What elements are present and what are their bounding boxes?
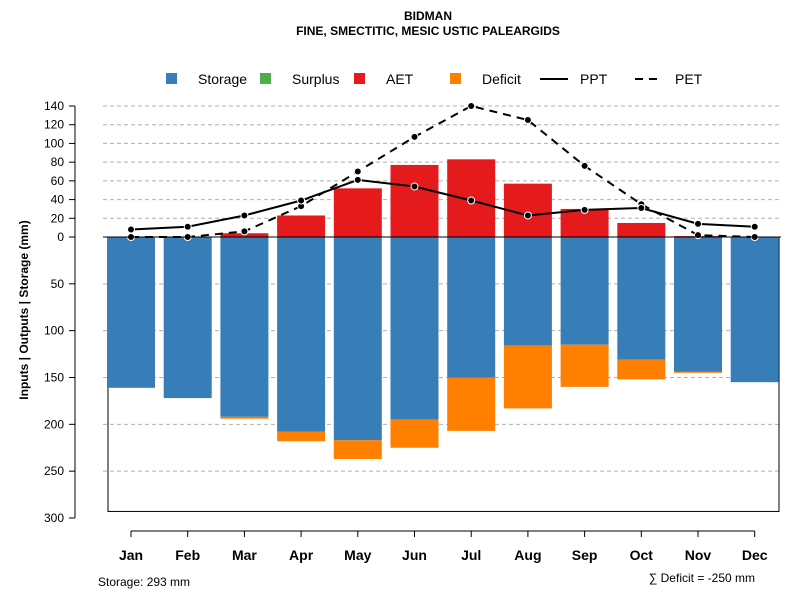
deficit-bar-Nov xyxy=(674,371,722,373)
storage-bar-Apr xyxy=(277,237,326,432)
axes: 0 20 40 60 80 100 120 140 50 100 150 200 250 300 Jan Fe… xyxy=(44,99,781,563)
deficit-bar-Jul xyxy=(447,377,496,431)
deficit-footer: ∑ Deficit = -250 mm xyxy=(649,571,755,585)
storage-footer: Storage: 293 mm xyxy=(98,575,190,589)
storage-bar-Jun xyxy=(390,237,439,420)
y-tick-label-upper-0: 0 xyxy=(57,230,64,244)
y-tick-label-lower-200: 200 xyxy=(44,417,64,431)
ppt-point-Mar xyxy=(240,211,249,220)
storage-bar-Aug xyxy=(503,237,552,346)
ppt-point-Aug xyxy=(523,211,532,220)
pet-point-Jun xyxy=(410,132,419,141)
legend-label-ppt: PPT xyxy=(580,71,608,87)
x-tick-label-Dec: Dec xyxy=(742,547,768,563)
ppt-point-Nov xyxy=(694,219,702,228)
x-tick-label-Nov: Nov xyxy=(685,547,712,563)
legend-label-aet: AET xyxy=(386,71,414,87)
x-tick-label-Apr: Apr xyxy=(289,547,314,563)
y-tick-label-lower-300: 300 xyxy=(44,511,64,525)
chart-title: BIDMAN xyxy=(404,9,452,23)
aet-bar-Apr xyxy=(277,215,326,237)
storage-bar-Mar xyxy=(220,237,269,417)
deficit-bar-Apr xyxy=(277,431,326,442)
deficit-bar-Oct xyxy=(617,359,666,380)
y-tick-label-upper-60: 60 xyxy=(51,174,65,188)
deficit-bar-May xyxy=(333,440,382,459)
legend-key-storage xyxy=(166,73,177,84)
pet-point-May xyxy=(353,167,362,176)
x-tick-label-Jan: Jan xyxy=(119,547,143,563)
aet-bar-May xyxy=(333,188,382,237)
storage-bar-Dec xyxy=(730,237,779,383)
y-axis-label: Inputs | Outputs | Storage (mm) xyxy=(17,220,31,399)
ppt-point-Jul xyxy=(467,196,476,205)
grid-lines xyxy=(103,105,781,472)
y-tick-label-lower-150: 150 xyxy=(44,371,64,385)
y-tick-label-upper-120: 120 xyxy=(44,118,64,132)
ppt-point-Jan xyxy=(127,225,135,234)
x-tick-label-Aug: Aug xyxy=(514,547,541,563)
storage-bar-Sep xyxy=(560,237,609,345)
pet-point-Nov xyxy=(694,231,702,240)
pet-point-Sep xyxy=(580,161,589,170)
x-tick-label-Jul: Jul xyxy=(461,547,481,563)
y-tick-label-upper-20: 20 xyxy=(51,211,65,225)
y-tick-label-upper-80: 80 xyxy=(51,155,65,169)
x-tick-label-Sep: Sep xyxy=(572,547,598,563)
ppt-point-Feb xyxy=(183,222,192,231)
storage-bar-Feb xyxy=(163,237,212,399)
pet-point-Mar xyxy=(240,227,249,236)
storage-bar-Jul xyxy=(447,237,496,378)
legend-label-deficit: Deficit xyxy=(482,71,521,87)
y-tick-label-upper-100: 100 xyxy=(44,136,64,150)
x-tick-label-Feb: Feb xyxy=(175,547,200,563)
legend-key-deficit xyxy=(450,73,461,84)
pet-line xyxy=(131,104,755,238)
legend-label-surplus: Surplus xyxy=(292,71,339,87)
legend-label-storage: Storage xyxy=(198,71,247,87)
legend-key-surplus xyxy=(260,73,271,84)
y-tick-label-lower-100: 100 xyxy=(44,324,64,338)
legend: Storage Surplus AET Deficit PPT PET xyxy=(166,71,703,87)
aet-bar-Oct xyxy=(617,222,666,237)
y-tick-label-lower-50: 50 xyxy=(51,277,65,291)
legend-key-aet xyxy=(354,73,365,84)
x-tick-label-Oct: Oct xyxy=(630,547,654,563)
bars xyxy=(107,159,780,512)
series-lines xyxy=(127,102,759,241)
ppt-point-Sep xyxy=(580,205,589,214)
y-tick-label-lower-250: 250 xyxy=(44,464,64,478)
ppt-point-Dec xyxy=(750,222,759,231)
x-tick-label-May: May xyxy=(344,547,371,563)
x-tick-label-Jun: Jun xyxy=(402,547,427,563)
y-tick-label-upper-40: 40 xyxy=(51,193,65,207)
storage-bar-Oct xyxy=(617,237,666,360)
chart-subtitle: FINE, SMECTITIC, MESIC USTIC PALEARGIDS xyxy=(296,24,560,38)
ppt-point-May xyxy=(353,175,362,184)
deficit-bar-Mar xyxy=(220,416,269,419)
ppt-line xyxy=(130,178,755,231)
storage-bar-Jan xyxy=(107,237,155,388)
storage-bar-May xyxy=(333,237,382,441)
deficit-bar-Jun xyxy=(390,419,439,448)
ppt-point-Jun xyxy=(410,182,419,191)
aet-bar-Jun xyxy=(390,164,439,237)
pet-point-Aug xyxy=(523,116,532,125)
y-tick-label-upper-140: 140 xyxy=(44,99,64,113)
deficit-bar-Sep xyxy=(560,344,609,387)
legend-label-pet: PET xyxy=(675,71,703,87)
ppt-point-Oct xyxy=(637,203,646,212)
deficit-bar-Aug xyxy=(503,345,552,409)
x-tick-label-Mar: Mar xyxy=(232,547,257,563)
ppt-point-Apr xyxy=(297,196,306,205)
pet-point-Jul xyxy=(467,102,476,110)
storage-bar-Nov xyxy=(674,237,722,372)
